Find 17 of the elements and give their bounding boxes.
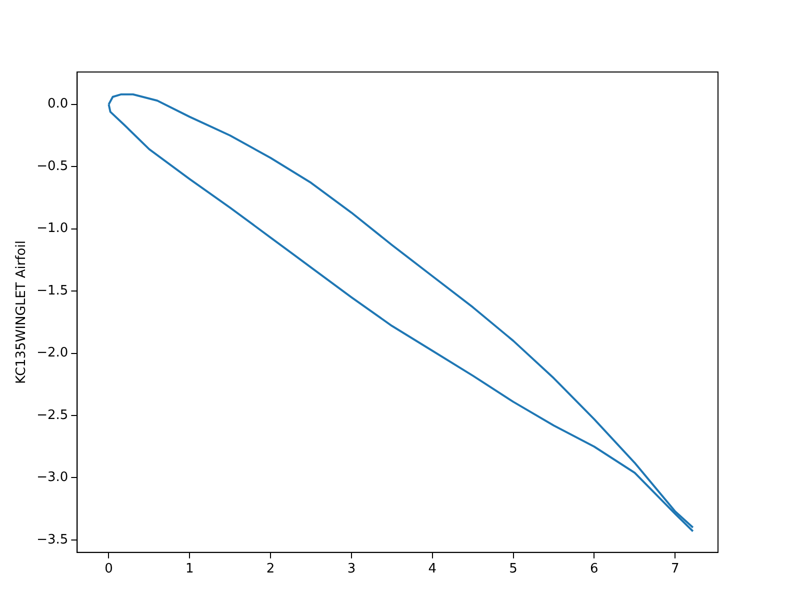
x-tick-label: 4 [428,562,437,577]
y-tick-label: −2.5 [36,408,68,423]
y-tick-label: −1.0 [36,221,68,236]
x-tick-label: 0 [104,562,113,577]
y-tick-label: 0.0 [47,96,68,112]
y-tick-label: −2.0 [36,346,68,361]
x-tick-label: 7 [670,562,680,577]
x-tick-label: 2 [266,562,275,577]
y-axis-title: KC135WINGLET Airfoil [14,240,30,384]
x-tick-label: 5 [509,562,518,577]
y-tick-label: −1.5 [36,283,68,298]
x-tick-label: 3 [347,562,356,577]
x-tick-label: 6 [590,562,598,577]
x-tick-label: 1 [185,562,194,577]
y-tick-label: −0.5 [36,158,68,174]
y-tick-label: −3.0 [36,470,68,486]
y-tick-label: −3.5 [36,532,68,548]
